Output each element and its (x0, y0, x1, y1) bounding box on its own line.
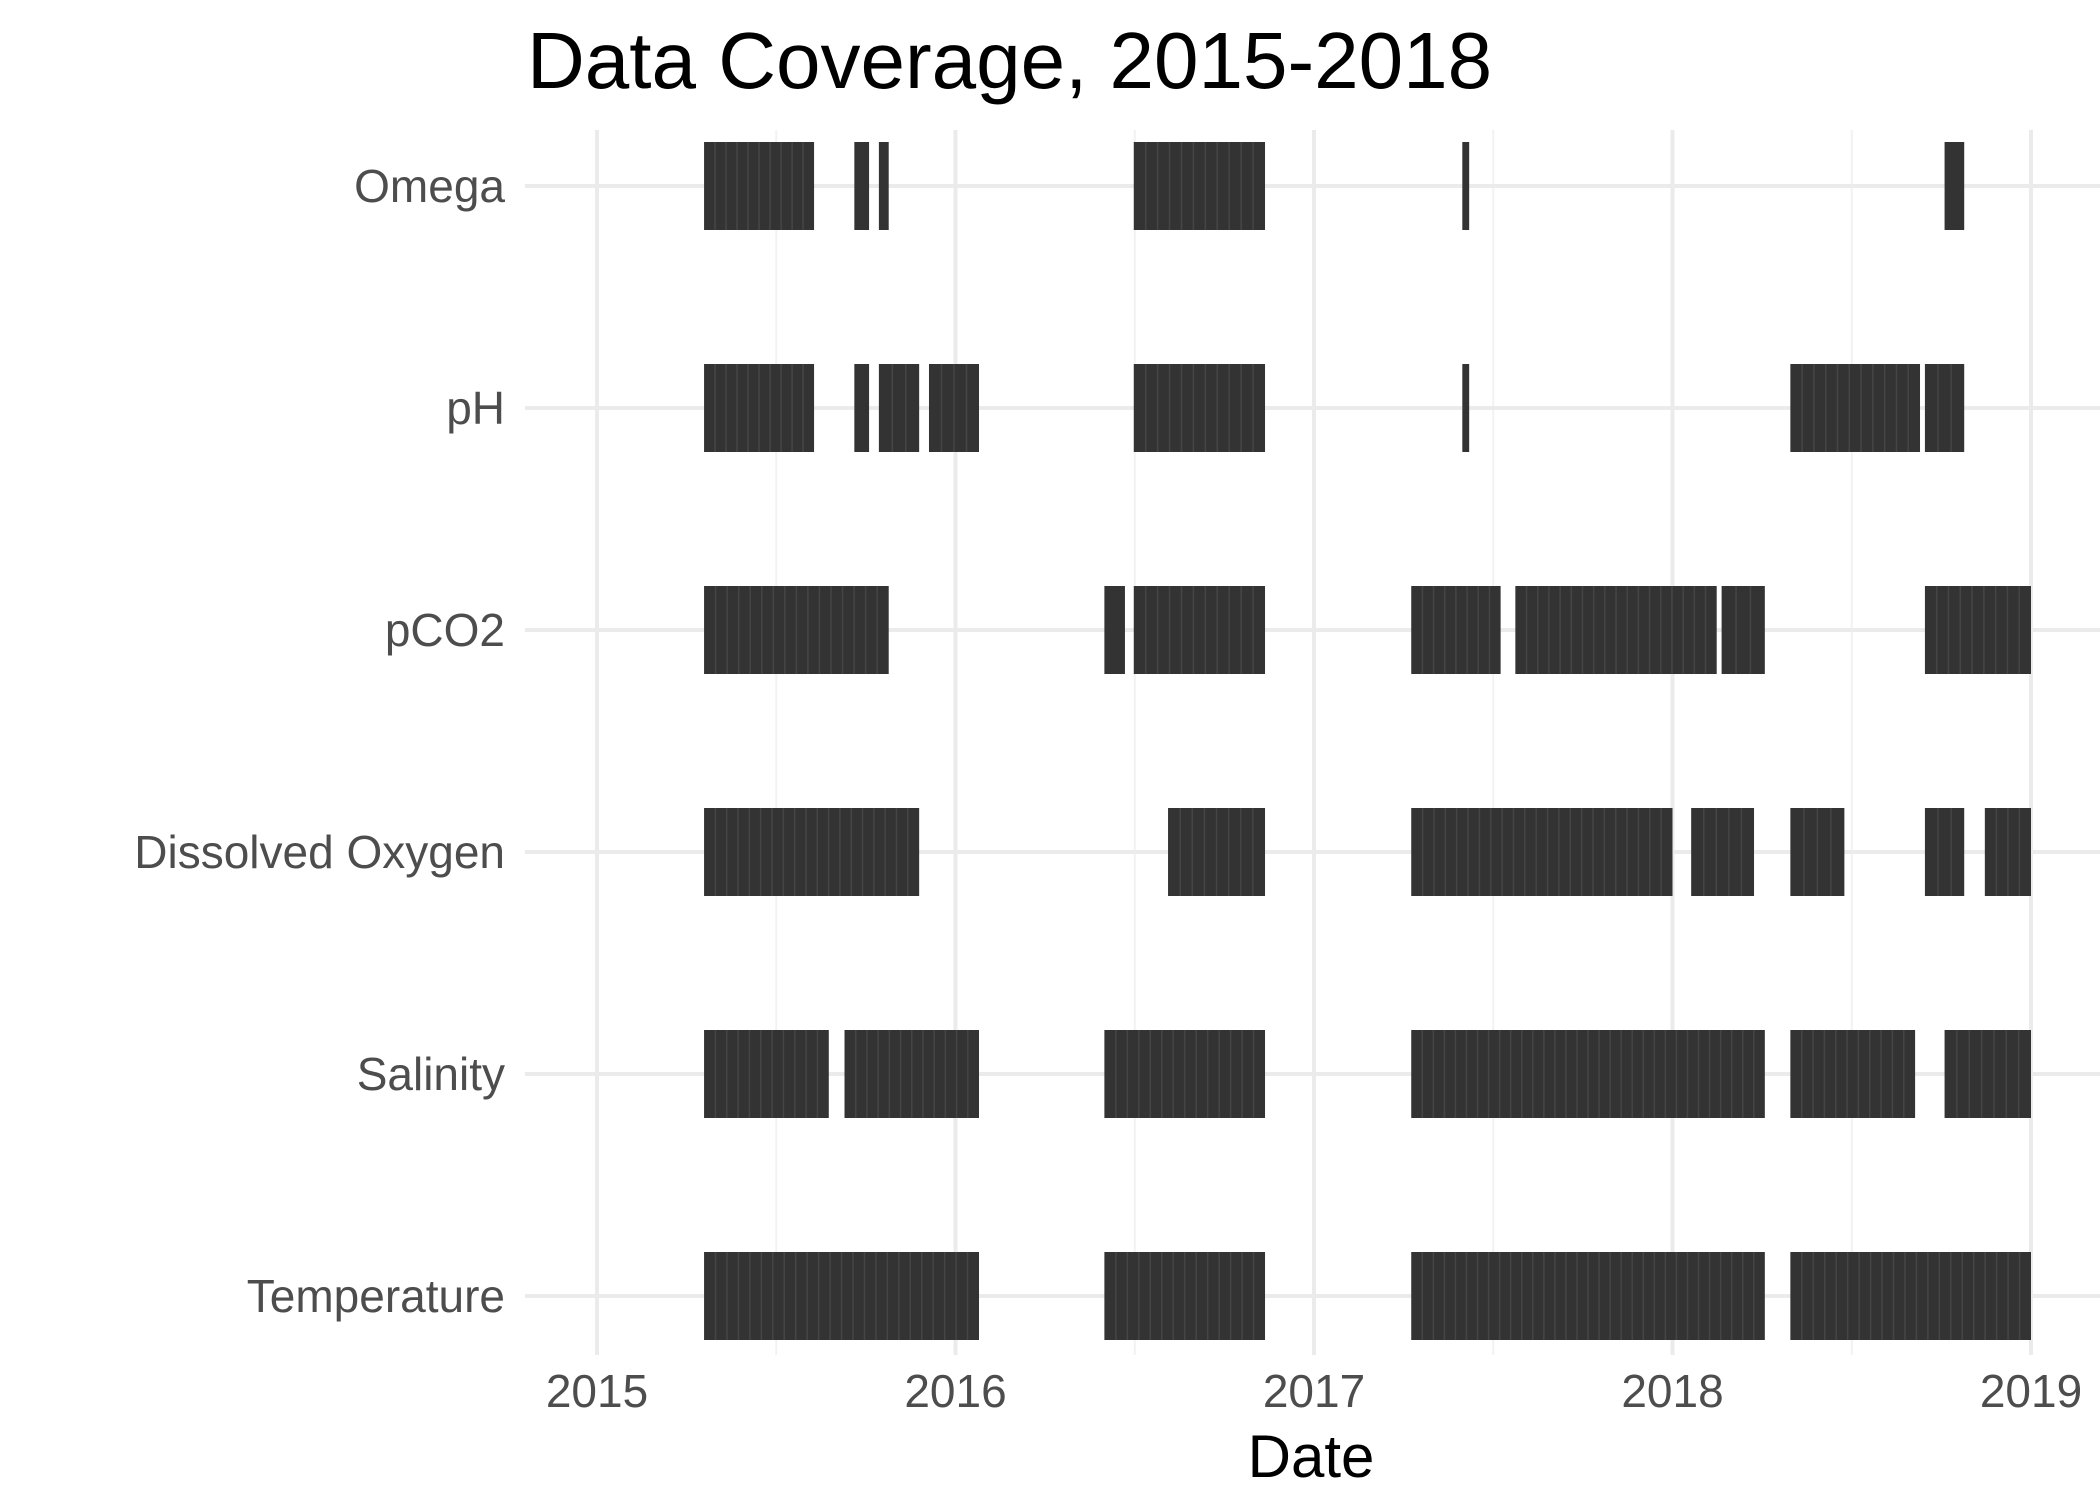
x-tick-label: 2015 (546, 1365, 648, 1417)
coverage-bar (1133, 364, 1266, 452)
coverage-bar (1924, 808, 1965, 896)
y-tick-label: Temperature (247, 1270, 505, 1322)
coverage-bar (878, 142, 889, 230)
coverage-bar (1462, 364, 1470, 452)
coverage-bar (1721, 586, 1765, 674)
x-tick-label: 2018 (1621, 1365, 1723, 1417)
y-tick-label: Omega (354, 160, 505, 212)
coverage-bar (854, 364, 870, 452)
coverage-bar (1790, 1252, 2031, 1340)
coverage-bar (704, 1030, 829, 1118)
y-axis-labels: Omega pH pCO2 Dissolved Oxygen Salinity Tempe… (134, 160, 505, 1322)
coverage-bar (1462, 142, 1470, 230)
y-tick-label: Salinity (357, 1048, 505, 1100)
coverage-bar (1924, 364, 1965, 452)
y-tick-label: pH (446, 382, 505, 434)
coverage-bar (1924, 586, 2031, 674)
coverage-bar (1411, 808, 1673, 896)
coverage-bar (1790, 364, 1921, 452)
x-tick-label: 2017 (1263, 1365, 1365, 1417)
coverage-bar (1944, 142, 1965, 230)
coverage-bar (854, 142, 870, 230)
x-axis-labels: 2015 2016 2017 2018 2019 (546, 1365, 2082, 1417)
x-axis-title: Date (1248, 1423, 1375, 1490)
grid-layer (525, 130, 2100, 1355)
chart-title: Data Coverage, 2015-2018 (527, 16, 1492, 105)
x-tick-label: 2019 (1980, 1365, 2082, 1417)
coverage-bar (1133, 586, 1266, 674)
coverage-bar (878, 364, 920, 452)
coverage-bar (1691, 808, 1755, 896)
y-tick-label: Dissolved Oxygen (134, 826, 505, 878)
coverage-bar (704, 808, 920, 896)
bars-layer (704, 142, 2031, 1340)
coverage-bar (1944, 1030, 2031, 1118)
coverage-bar (1104, 586, 1125, 674)
coverage-bar (1790, 1030, 1916, 1118)
x-tick-label: 2016 (904, 1365, 1006, 1417)
y-tick-label: pCO2 (385, 604, 505, 656)
coverage-bar (1133, 142, 1266, 230)
